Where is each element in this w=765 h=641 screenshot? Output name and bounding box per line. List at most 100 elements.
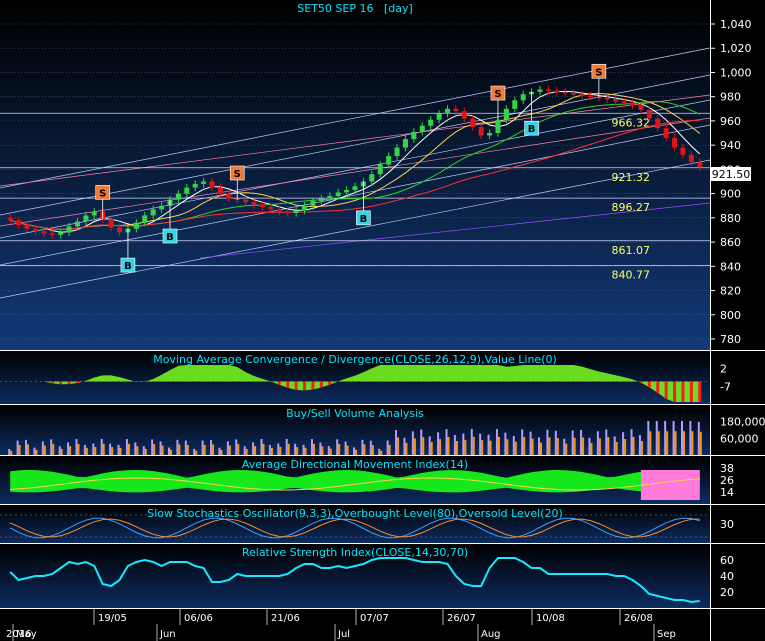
volume-buy-41 (353, 447, 355, 455)
signal-label-5: S (494, 89, 501, 100)
candle-body-3 (32, 228, 38, 232)
adx-tick-0: 38 (720, 462, 734, 475)
candle-2 (24, 221, 30, 233)
candle-body-21 (184, 187, 190, 194)
volume-buy-20 (176, 439, 179, 455)
candle-body-73 (621, 101, 627, 104)
candle-body-31 (268, 206, 274, 210)
candle-33 (285, 208, 291, 217)
volume-sell-51 (439, 439, 442, 455)
candle-59 (503, 105, 509, 124)
volume-buy-4 (41, 441, 44, 455)
candle-56 (478, 123, 484, 140)
candle-45 (386, 152, 392, 169)
volume-sell-3 (35, 449, 38, 455)
volume-buy-65 (554, 430, 557, 455)
volume-buy-1 (16, 440, 19, 455)
volume-sell-44 (380, 450, 383, 455)
volume-sell-70 (598, 438, 601, 455)
price-tick-11: 820 (720, 285, 741, 298)
volume-sell-82 (699, 431, 702, 455)
volume-buy-3 (33, 447, 36, 455)
candle-20 (175, 189, 181, 204)
volume-sell-61 (523, 437, 526, 455)
volume-buy-24 (210, 439, 213, 455)
price-tick-3: 980 (720, 91, 741, 104)
price-tick-1: 1,020 (720, 42, 752, 55)
volume-sell-78 (666, 431, 669, 455)
candle-9 (83, 211, 89, 226)
volume-buy-66 (563, 438, 566, 455)
candle-body-28 (243, 199, 249, 203)
rsi-panel-bg (0, 544, 710, 608)
volume-sell-0 (10, 450, 13, 455)
candle-50 (428, 116, 434, 130)
rsi-tick-1: 40 (720, 570, 734, 583)
volume-buy-39 (336, 439, 339, 455)
volume-sell-45 (388, 444, 391, 455)
volume-sell-57 (489, 440, 492, 455)
volume-sell-4 (43, 445, 46, 455)
candle-73 (621, 97, 627, 107)
candle-18 (159, 202, 165, 213)
volume-sell-56 (481, 440, 484, 455)
candle-38 (327, 192, 333, 203)
candle-body-69 (587, 95, 593, 97)
date-label-1: 06/06 (184, 613, 213, 624)
candle-79 (672, 134, 678, 152)
volume-buy-61 (521, 429, 524, 455)
volume-buy-11 (100, 439, 103, 455)
candle-body-78 (663, 128, 669, 138)
volume-buy-55 (470, 429, 473, 455)
candle-body-34 (293, 210, 299, 213)
volume-buy-56 (479, 433, 482, 455)
volume-sell-27 (237, 444, 240, 455)
candle-30 (259, 200, 266, 211)
volume-sell-39 (338, 444, 341, 455)
chart-title: SET50 SEP 16 [day] (297, 2, 413, 15)
signal-box-4 (356, 210, 371, 226)
volume-sell-81 (691, 431, 694, 455)
volume-sell-21 (186, 444, 189, 455)
candle-body-50 (428, 119, 434, 126)
channel-line-4 (0, 159, 711, 299)
volume-sell-18 (161, 445, 164, 455)
volume-sell-2 (27, 444, 30, 455)
volume-sell-15 (136, 446, 139, 455)
candle-body-35 (302, 205, 308, 211)
candle-body-8 (74, 221, 81, 227)
candle-body-10 (91, 211, 97, 216)
volume-sell-32 (279, 446, 282, 455)
last-price-box (711, 167, 751, 181)
candle-46 (394, 143, 400, 160)
adx-band-pink (640, 470, 700, 500)
candle-body-2 (24, 225, 30, 229)
volume-buy-43 (369, 440, 372, 455)
volume-sell-10 (94, 446, 97, 455)
candle-76 (646, 106, 652, 123)
candle-body-16 (142, 215, 148, 223)
volume-buy-28 (243, 446, 246, 455)
volume-sell-75 (640, 441, 643, 455)
last-price-label: 921.50 (712, 168, 751, 181)
volume-tick-0: 180,000 (720, 416, 765, 429)
volume-buy-40 (344, 441, 347, 455)
volume-sell-11 (102, 443, 105, 455)
volume-sell-66 (565, 443, 568, 455)
candle-body-49 (419, 125, 425, 132)
volume-sell-20 (178, 444, 181, 455)
adx-line (10, 477, 700, 491)
volume-buy-42 (361, 439, 364, 455)
candle-body-33 (285, 211, 291, 214)
candle-74 (629, 99, 636, 109)
volume-sell-12 (111, 447, 114, 455)
macd-title: Moving Average Convergence / Divergence(… (153, 353, 557, 366)
candle-24 (209, 177, 215, 192)
volume-sell-68 (582, 437, 585, 455)
volume-buy-12 (109, 443, 112, 455)
candle-body-76 (646, 110, 652, 119)
panel-volume: Buy/Sell Volume Analysis 180,000 60,000 (8, 407, 765, 455)
candle-13 (117, 223, 123, 237)
signal-label-4: B (360, 214, 368, 225)
